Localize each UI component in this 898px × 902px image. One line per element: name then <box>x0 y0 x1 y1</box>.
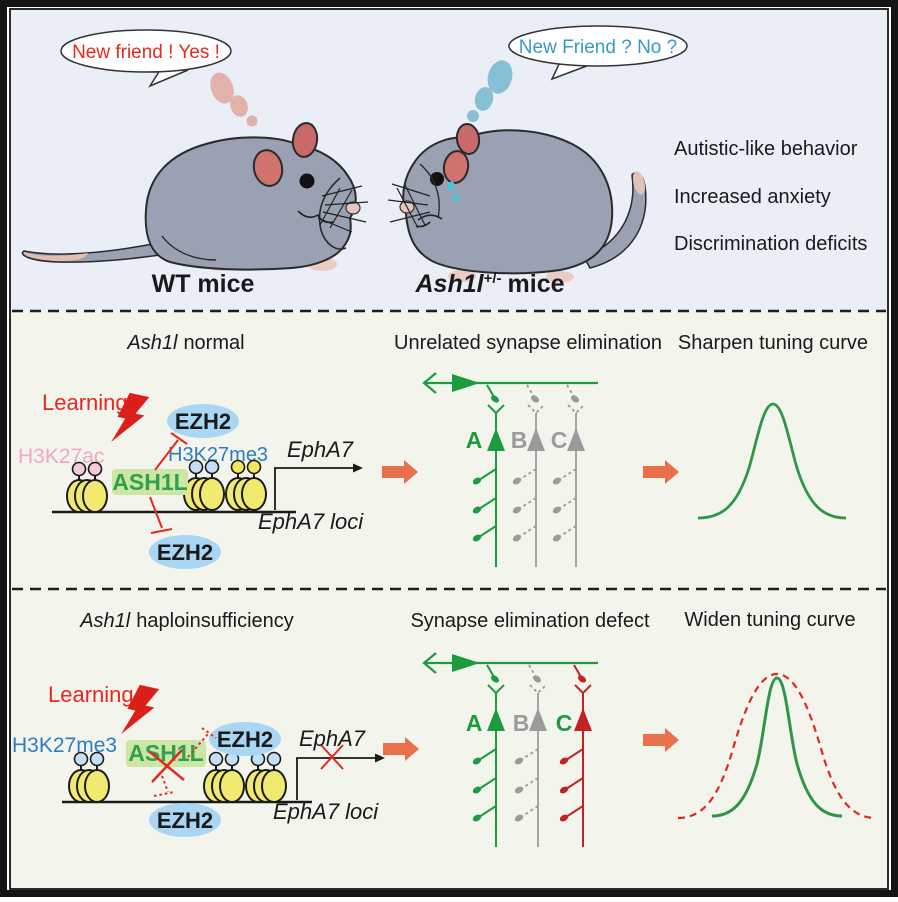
mutant-mouse-front-foot <box>448 270 476 282</box>
transcription-blocked-cross <box>320 744 344 770</box>
bottom-title-gene: Ash1l <box>79 610 131 632</box>
mutant-mouse-jaw-line <box>419 163 440 219</box>
mutant-label-rest: mice <box>508 270 565 298</box>
nucleosome <box>183 477 225 511</box>
wt-mouse-illustration <box>21 122 369 271</box>
wt-mouse-nose <box>345 201 361 215</box>
wt-mouse-ear-top <box>291 122 319 158</box>
behavior-item: Discrimination deficits <box>674 233 867 255</box>
bottom-neuron-diagram: A B C <box>422 651 600 848</box>
mutant-mouse-tail-tip <box>632 171 646 195</box>
inner-frame <box>9 8 889 890</box>
behavior-list: Autistic-like behavior Increased anxiety… <box>674 138 867 255</box>
ash1l-loss-cross <box>149 749 185 783</box>
wt-thought-dots <box>210 72 258 127</box>
bottom-epigenetics: Learning H3K27me3 ASH1L EZH2 EZH2 <box>12 682 386 837</box>
axon-b-label: B <box>511 427 528 453</box>
normal-tuning-curve-green <box>711 676 843 818</box>
mutant-mouse-rear-foot <box>546 271 574 283</box>
learning-label: Learning <box>48 682 134 707</box>
widened-tuning-curve-red <box>677 672 877 820</box>
middle-neuron-diagram: A B C <box>422 371 600 568</box>
mutant-mouse-tear-2 <box>453 194 459 202</box>
nucleosome <box>225 477 267 511</box>
ezh2-bottom-bubble <box>149 535 221 569</box>
ezh2-top-bubble <box>209 722 281 756</box>
mutant-mouse-ear-top <box>455 123 481 155</box>
gene-label: EphA7 <box>287 437 354 462</box>
middle-curve-title: Sharpen tuning curve <box>678 332 868 354</box>
wt-mouse-label: WT mice <box>152 270 255 298</box>
mutant-mouse-whiskers <box>387 183 431 229</box>
wt-mouse-whiskers <box>317 185 369 233</box>
mutant-bubble-text: New Friend ? No ? <box>519 37 677 58</box>
mutant-label-superscript: +/- <box>484 270 502 287</box>
sharp-tuning-curve <box>697 402 847 520</box>
ash1l-box <box>112 469 188 495</box>
mutant-mouse-body <box>402 129 614 275</box>
middle-title: Ash1l normal <box>126 332 244 354</box>
mutant-mouse-label: Ash1l+/- mice <box>414 270 564 298</box>
middle-title-gene: Ash1l <box>126 332 178 354</box>
mutant-label-gene: Ash1l <box>414 270 484 298</box>
nucleosome <box>245 769 287 803</box>
axon-a-label: A <box>466 710 483 736</box>
h3k27me3-label: H3K27me3 <box>12 734 117 757</box>
mutant-mouse-tear-1 <box>447 181 455 191</box>
ash1l-box <box>126 740 206 767</box>
bottom-neuron-title: Synapse elimination defect <box>410 610 649 632</box>
mutant-thought-dots <box>467 60 513 122</box>
broken-inhibition-arrows <box>153 727 217 797</box>
behavior-item: Autistic-like behavior <box>674 138 858 160</box>
mutant-mouse-illustration <box>387 123 647 283</box>
middle-title-rest: normal <box>183 332 244 354</box>
wt-mouse-eye <box>299 173 315 189</box>
middle-panel: Ash1l normal Unrelated synapse eliminatio… <box>18 332 868 569</box>
ezh2-bottom-bubble <box>149 803 221 837</box>
wt-speech-bubble: New friend ! Yes ! <box>60 29 232 88</box>
ash1l-label: ASH1L <box>128 740 203 766</box>
ezh2-top-label: EZH2 <box>217 727 273 752</box>
loci-label: EphA7 loci <box>273 799 379 824</box>
bottom-panel: Ash1l haploinsufficiency Synapse eliminat… <box>12 609 877 848</box>
nucleosome <box>66 479 108 513</box>
inhibition-arrows <box>149 432 188 534</box>
ezh2-bottom-label: EZH2 <box>157 540 213 565</box>
ash1l-label: ASH1L <box>112 469 187 495</box>
behavior-item: Increased anxiety <box>674 186 831 208</box>
learning-label: Learning <box>42 390 128 415</box>
wt-mouse-body <box>144 136 357 271</box>
bottom-title: Ash1l haploinsufficiency <box>79 610 294 632</box>
wt-mouse-jaw-line <box>318 177 347 250</box>
gene-label: EphA7 <box>299 726 366 751</box>
axon-c-label: C <box>556 710 573 736</box>
top-panel: New friend ! Yes ! <box>21 25 867 298</box>
axon-b-label: B <box>513 710 530 736</box>
middle-epigenetics: Learning H3K27ac H3K27me3 ASH1L EZH2 EZH… <box>18 390 364 569</box>
mechanism-panel-background <box>11 310 887 888</box>
mutant-speech-bubble: New Friend ? No ? <box>508 25 688 81</box>
nucleosome <box>68 769 110 803</box>
middle-neuron-title: Unrelated synapse elimination <box>394 332 662 354</box>
ezh2-top-bubble <box>167 404 239 438</box>
bottom-title-rest: haploinsufficiency <box>136 610 294 632</box>
wt-mouse-ear-side <box>252 149 284 187</box>
h3k27ac-label: H3K27ac <box>18 445 104 468</box>
ezh2-top-label: EZH2 <box>175 409 231 434</box>
ezh2-bottom-label: EZH2 <box>157 808 213 833</box>
bottom-curve-title: Widen tuning curve <box>684 609 855 631</box>
loci-label: EphA7 loci <box>258 509 364 534</box>
nucleosome <box>203 769 245 803</box>
axon-a-label: A <box>466 427 483 453</box>
axon-c-label: C <box>551 427 568 453</box>
wt-mouse-haunch-line <box>161 235 217 261</box>
wt-mouse-tail-tip <box>23 252 88 261</box>
wt-bubble-text: New friend ! Yes ! <box>72 42 220 63</box>
